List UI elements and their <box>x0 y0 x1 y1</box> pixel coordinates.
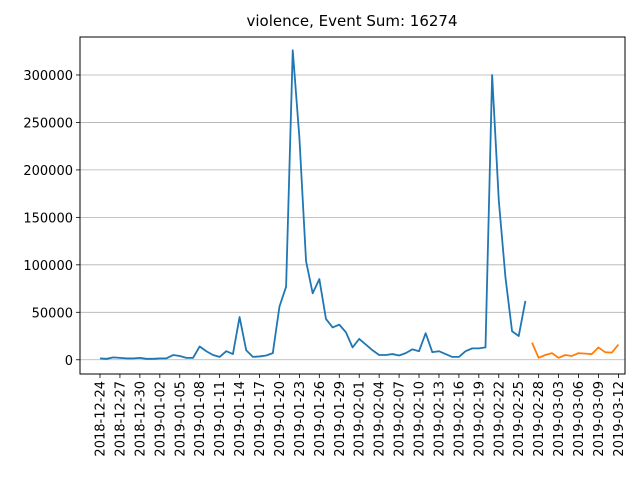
series-line-2 <box>531 342 620 359</box>
x-tick-label: 2019-01-20 <box>273 381 288 457</box>
x-tick-label: 2019-03-03 <box>552 381 567 457</box>
x-tick-label: 2019-02-10 <box>413 381 428 457</box>
chart-title: violence, Event Sum: 16274 <box>246 12 457 30</box>
plot-frame <box>79 36 626 375</box>
x-axis: 2018-12-24 2018-12-27 2018-12-30 2019-01-02… <box>94 374 627 457</box>
y-tick-label: 100000 <box>23 259 73 274</box>
y-tick-label: 200000 <box>23 164 73 179</box>
x-tick-label: 2019-02-13 <box>432 381 447 457</box>
x-tick-label: 2019-01-14 <box>233 381 248 457</box>
x-tick-label: 2019-01-02 <box>153 381 168 457</box>
grid-lines <box>80 74 625 361</box>
x-tick-label: 2019-03-12 <box>612 381 627 457</box>
x-tick-label: 2018-12-24 <box>94 381 109 457</box>
x-tick-label: 2019-03-09 <box>592 381 607 457</box>
x-tick-label: 2019-02-25 <box>512 381 527 457</box>
x-tick-label: 2019-01-29 <box>333 381 348 457</box>
x-tick-label: 2019-01-17 <box>253 381 268 457</box>
y-tick-label: 50000 <box>32 306 73 321</box>
x-tick-label: 2019-02-07 <box>393 381 408 457</box>
x-tick-label: 2019-01-05 <box>173 381 188 457</box>
x-tick-label: 2019-02-01 <box>353 381 368 457</box>
y-tick-label: 250000 <box>23 116 73 131</box>
x-tick-label: 2019-02-16 <box>452 381 467 457</box>
x-tick-label: 2019-02-04 <box>373 381 388 457</box>
x-tick-label: 2019-02-22 <box>492 381 507 457</box>
x-tick-label: 2019-01-23 <box>293 381 308 457</box>
x-tick-label: 2019-01-26 <box>313 381 328 457</box>
x-tick-label: 2019-02-19 <box>472 381 487 457</box>
y-tick-label: 300000 <box>23 69 73 84</box>
x-tick-label: 2018-12-30 <box>133 381 148 457</box>
x-tick-label: 2018-12-27 <box>113 381 128 457</box>
x-tick-label: 2019-01-08 <box>193 381 208 457</box>
y-tick-label: 150000 <box>23 211 73 226</box>
series-line-1 <box>99 49 527 360</box>
x-tick-label: 2019-03-06 <box>572 381 587 457</box>
y-axis: 0 50000 100000 150000 200000 250000 300000 <box>23 69 80 369</box>
x-tick-label: 2019-01-11 <box>213 381 228 457</box>
y-tick-label: 0 <box>65 354 73 369</box>
series-lines <box>99 49 620 360</box>
x-tick-label: 2019-02-28 <box>532 381 547 457</box>
